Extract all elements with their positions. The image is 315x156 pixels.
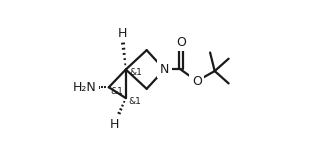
Text: O: O: [176, 36, 186, 49]
Text: H₂N: H₂N: [73, 81, 97, 94]
Text: H: H: [117, 27, 127, 40]
Text: N: N: [160, 63, 169, 76]
Text: &1: &1: [129, 68, 142, 77]
Text: O: O: [192, 75, 202, 88]
Text: H: H: [110, 118, 119, 131]
Text: &1: &1: [110, 87, 123, 96]
Text: &1: &1: [128, 98, 141, 106]
